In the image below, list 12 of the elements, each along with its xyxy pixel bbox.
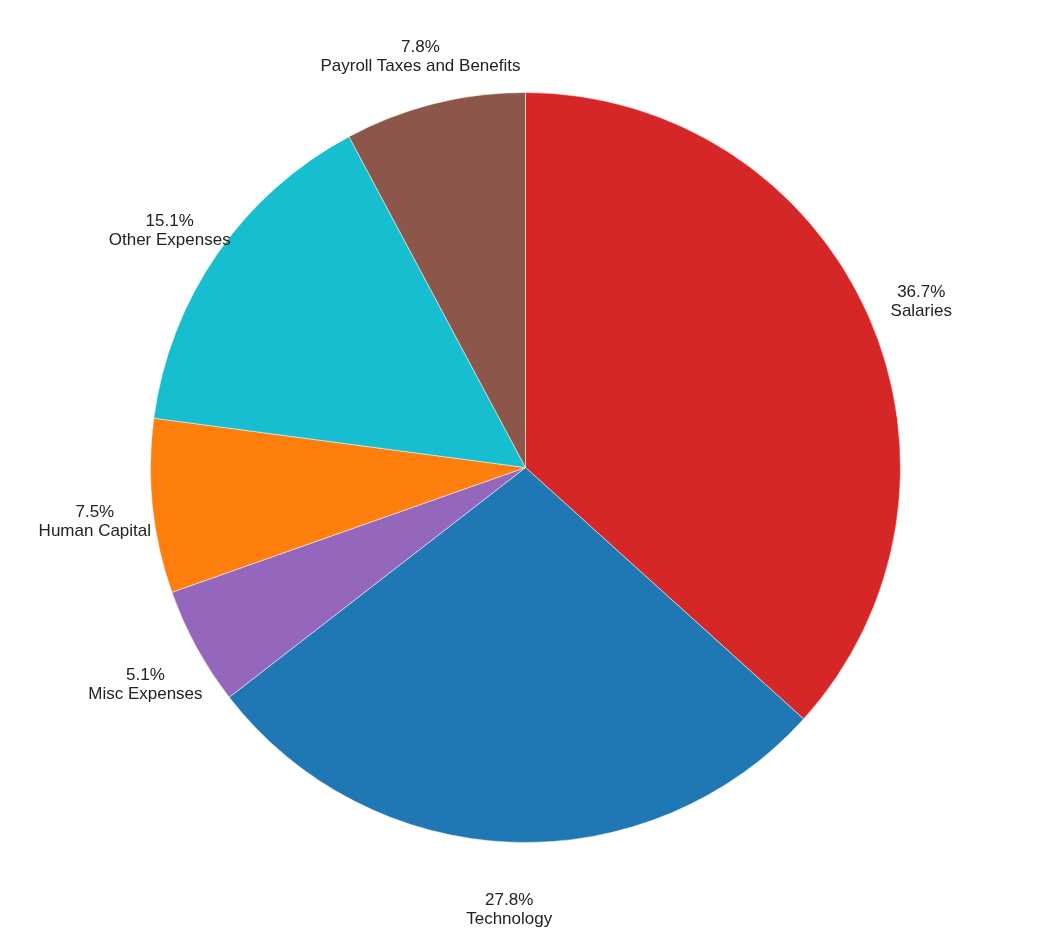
data-label: 7.5% xyxy=(75,502,115,522)
slice-label: Human Capital xyxy=(38,521,152,541)
data-label: 5.1% xyxy=(126,664,165,684)
data-label: 27.8% xyxy=(485,890,534,910)
slice-label: Other Expenses xyxy=(108,229,231,249)
slice-label: Technology xyxy=(466,909,553,929)
data-label: 36.7% xyxy=(897,281,946,301)
data-label: 15.1% xyxy=(145,210,194,230)
data-label: 7.8% xyxy=(401,37,440,57)
slice-label: Misc Expenses xyxy=(88,683,203,703)
slice-label: Salaries xyxy=(890,300,952,320)
slice-label: Payroll Taxes and Benefits xyxy=(320,56,521,76)
